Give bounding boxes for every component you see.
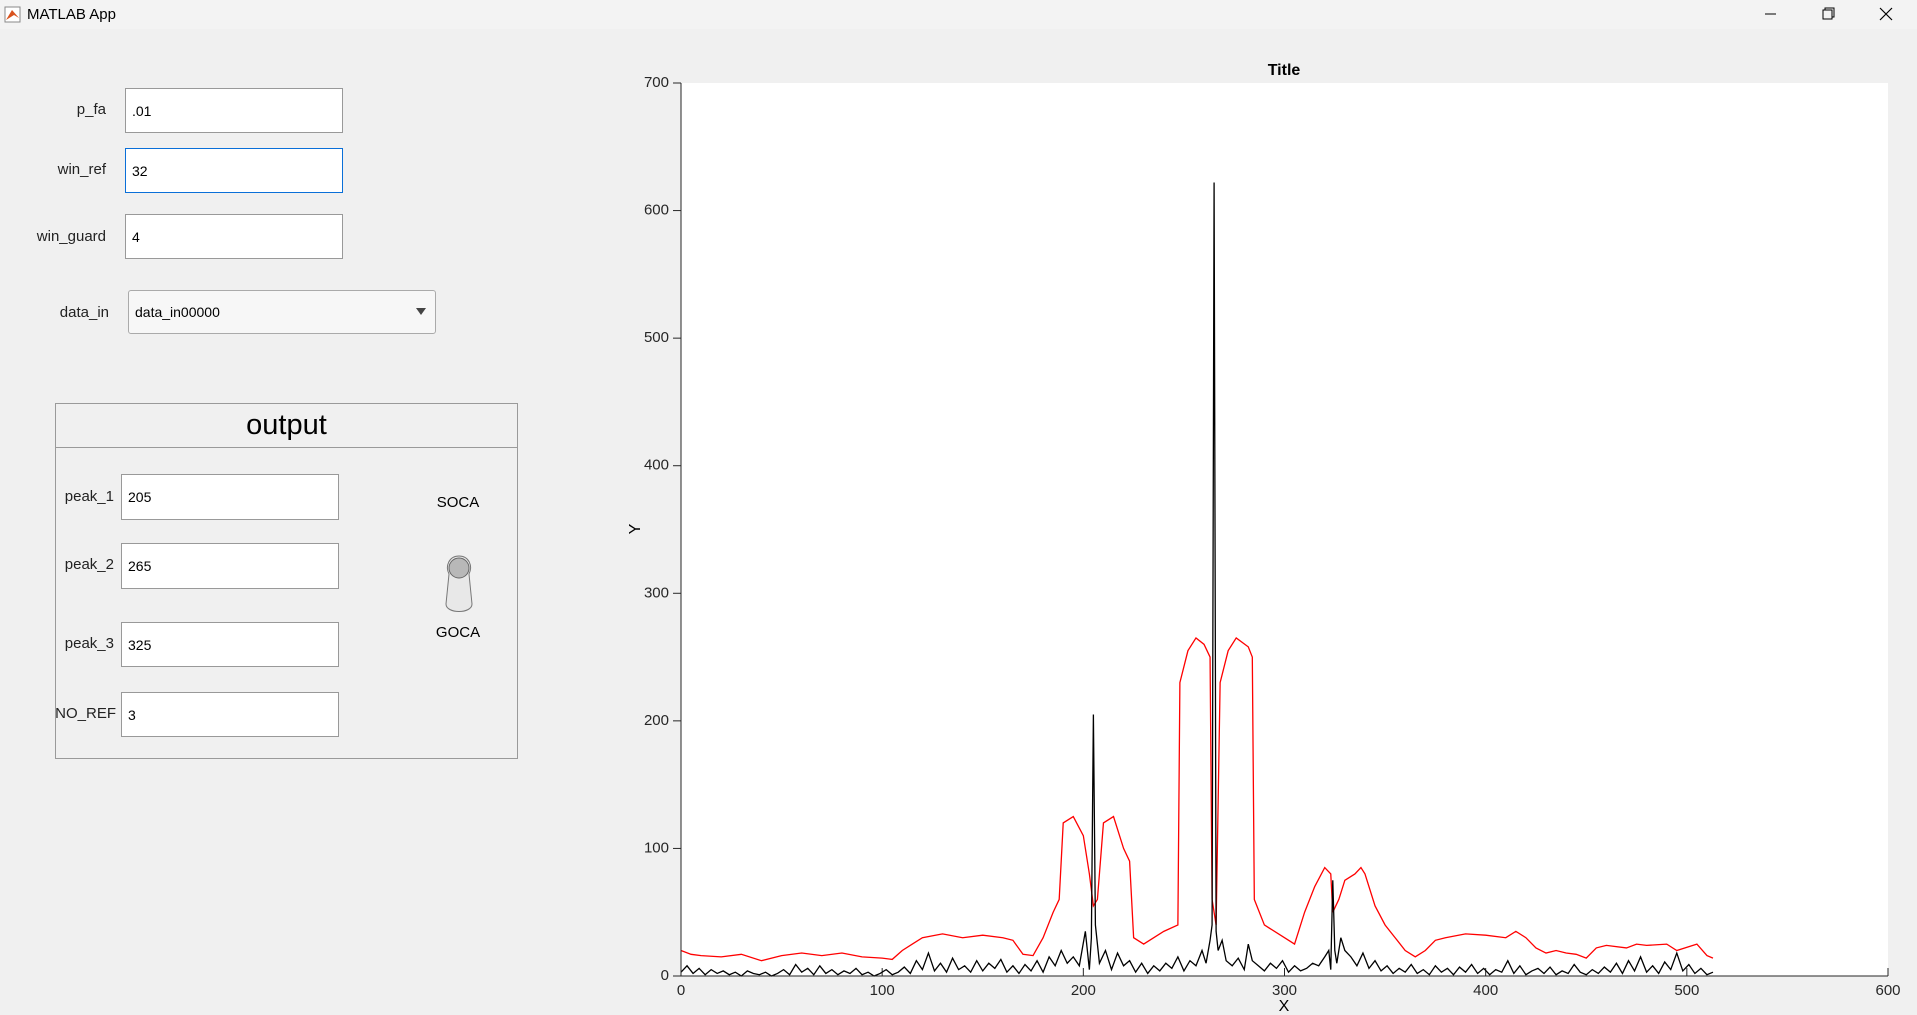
y-tick-label: 100	[644, 839, 669, 856]
x-tick-label: 200	[1071, 982, 1096, 999]
data-line	[680, 636, 1714, 962]
dropdown[interactable]: data_in00000	[128, 290, 436, 334]
text-input[interactable]: 32	[125, 148, 343, 193]
y-tick-label: 400	[644, 457, 669, 474]
text-input[interactable]: 205	[121, 474, 339, 520]
data-line	[680, 182, 1714, 977]
panel-title: output	[56, 404, 517, 448]
output-panel: output peak_1 205 peak_2 265 peak_3 325 …	[55, 403, 518, 759]
switch-label: GOCA	[435, 624, 481, 641]
y-tick-label: 500	[644, 329, 669, 346]
x-tick-label: 600	[1875, 982, 1900, 999]
field-label: peak_2	[64, 556, 114, 573]
x-tick-label: 500	[1674, 982, 1699, 999]
y-axis-label: Y	[627, 523, 644, 534]
toggle-switch[interactable]	[441, 552, 477, 620]
field-label: win_ref	[57, 161, 106, 178]
switch-label: SOCA	[436, 494, 480, 511]
y-tick-label: 600	[644, 202, 669, 219]
y-tick-label: 0	[661, 967, 669, 984]
text-input[interactable]: 4	[125, 214, 343, 259]
x-tick-label: 300	[1272, 982, 1297, 999]
chart-title: Title	[1268, 62, 1301, 79]
app-icon	[4, 6, 21, 23]
dropdown-label: data_in	[59, 304, 109, 321]
text-input[interactable]: 265	[121, 543, 339, 589]
field-label: win_guard	[36, 228, 106, 245]
text-input[interactable]: 3	[121, 692, 339, 737]
x-tick-label: 100	[870, 982, 895, 999]
plot-area	[681, 83, 1888, 976]
x-tick-label: 0	[677, 982, 685, 999]
x-axis-label: X	[1279, 998, 1290, 1015]
title-bar: MATLAB App	[0, 0, 1917, 29]
restore-button[interactable]	[1799, 0, 1857, 29]
minimize-button[interactable]	[1741, 0, 1799, 29]
field-label: p_fa	[76, 101, 106, 118]
chart: X Y 0 100 200 300 400 500 600 700 0 100 200 300 400 5…	[627, 62, 1900, 1015]
dropdown-value: data_in00000	[135, 304, 220, 320]
field-label: peak_1	[64, 488, 114, 505]
window-title: MATLAB App	[27, 6, 116, 23]
dropdown-arrow	[416, 308, 426, 315]
y-tick-label: 300	[644, 584, 669, 601]
field-label: peak_3	[64, 635, 114, 652]
text-input[interactable]: .01	[125, 88, 343, 133]
y-tick-label: 700	[644, 74, 669, 91]
close-button[interactable]	[1857, 0, 1915, 29]
field-label: NO_REF	[55, 705, 116, 722]
y-tick-label: 200	[644, 712, 669, 729]
x-tick-label: 400	[1473, 982, 1498, 999]
text-input[interactable]: 325	[121, 622, 339, 667]
